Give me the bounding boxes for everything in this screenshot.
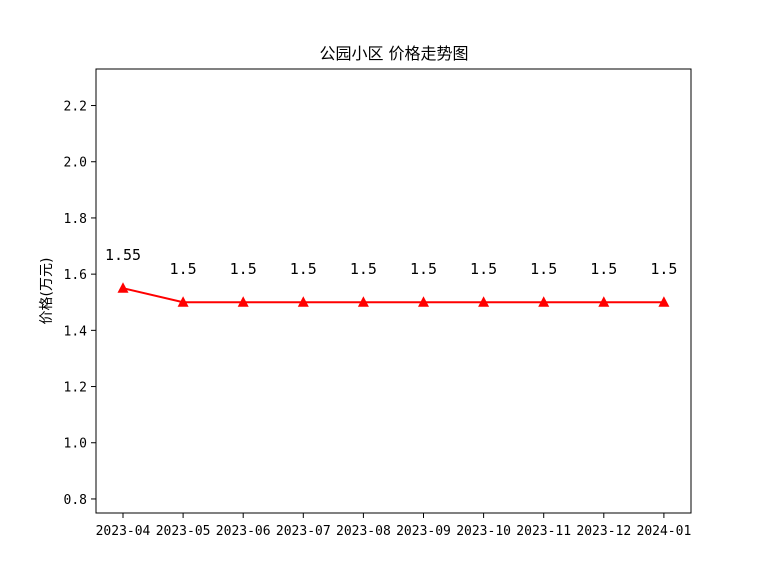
x-tick-label: 2023-08 <box>336 524 391 539</box>
y-tick-label: 1.2 <box>64 381 87 396</box>
y-axis-label: 价格(万元) <box>39 258 55 325</box>
x-tick-label: 2023-09 <box>396 524 451 539</box>
x-tick-label: 2023-06 <box>216 524 271 539</box>
data-label: 1.5 <box>290 260 317 278</box>
plot-area-frame <box>95 68 692 514</box>
data-point-marker <box>297 296 309 307</box>
data-point-marker <box>237 296 249 307</box>
data-labels: 1.55 1.5 1.5 1.5 1.5 1.5 1.5 1.5 1.5 1.5 <box>105 246 678 278</box>
data-point-marker <box>478 296 490 307</box>
x-tick-label: 2023-07 <box>276 524 331 539</box>
y-tick-label: 2.0 <box>64 156 87 171</box>
data-label: 1.55 <box>105 246 141 264</box>
y-tick-label: 2.2 <box>64 100 87 115</box>
data-point-marker <box>177 296 189 307</box>
x-tick-label: 2023-10 <box>456 524 511 539</box>
data-point-marker <box>538 296 550 307</box>
data-label: 1.5 <box>470 260 497 278</box>
data-label: 1.5 <box>590 260 617 278</box>
data-label: 1.5 <box>410 260 437 278</box>
data-label: 1.5 <box>650 260 677 278</box>
x-tick-label: 2023-05 <box>156 524 211 539</box>
data-label: 1.5 <box>230 260 257 278</box>
y-tick-label: 1.4 <box>64 324 88 339</box>
x-tick-label: 2023-04 <box>96 524 151 539</box>
y-tick-label: 1.6 <box>64 268 87 283</box>
data-point-marker <box>117 282 129 293</box>
x-axis: 2023-04 2023-05 2023-06 2023-07 2023-08 2023-… <box>96 513 692 539</box>
series-line <box>122 287 664 304</box>
price-series <box>117 282 670 307</box>
x-tick-label: 2023-12 <box>576 524 631 539</box>
data-point-marker <box>658 296 670 307</box>
data-point-marker <box>418 296 429 307</box>
x-tick-label: 2024-01 <box>637 524 692 539</box>
data-label: 1.5 <box>170 260 197 278</box>
y-tick-label: 1.8 <box>64 212 87 227</box>
y-axis: 0.8 1.0 1.2 1.4 1.6 1.8 2.0 2.2 <box>64 100 96 508</box>
x-tick-label: 2023-11 <box>516 524 571 539</box>
chart-title: 公园小区 价格走势图 <box>319 44 468 63</box>
data-label: 1.5 <box>350 260 377 278</box>
y-tick-label: 0.8 <box>64 493 87 508</box>
data-point-marker <box>357 296 369 307</box>
data-label: 1.5 <box>530 260 557 278</box>
y-tick-label: 1.0 <box>64 437 87 452</box>
data-point-marker <box>598 296 610 307</box>
